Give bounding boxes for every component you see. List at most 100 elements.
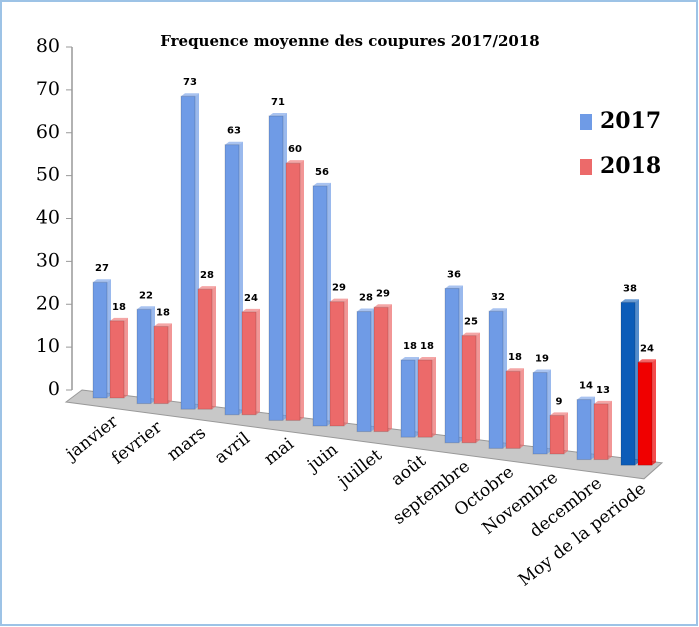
- value-label: 18: [508, 352, 522, 363]
- value-label: 36: [447, 269, 461, 280]
- value-label: 24: [244, 293, 258, 304]
- bar-side: [300, 160, 304, 421]
- bar-top: [110, 317, 128, 321]
- bar-side: [520, 368, 524, 449]
- chart-title: Frequence moyenne des coupures 2017/2018: [160, 32, 540, 50]
- bar-top: [154, 323, 172, 327]
- bar-top: [489, 308, 507, 312]
- bar-top: [621, 299, 639, 303]
- bar-top: [418, 357, 436, 361]
- value-label: 27: [95, 263, 109, 274]
- bar: [444, 287, 460, 444]
- bar-top: [577, 396, 595, 400]
- value-label: 18: [156, 307, 170, 318]
- bar-side: [256, 308, 260, 415]
- y-tick-label: 0: [48, 378, 60, 400]
- value-label: 29: [376, 288, 390, 299]
- bar-top: [330, 298, 348, 302]
- bar: [461, 335, 477, 444]
- y-tick-label: 10: [36, 335, 60, 357]
- bar-side: [476, 332, 480, 443]
- value-label: 71: [271, 97, 285, 108]
- bar-side: [344, 298, 348, 426]
- bar: [224, 144, 240, 416]
- value-label: 24: [640, 343, 654, 354]
- bar-top: [506, 368, 524, 372]
- bar: [109, 320, 125, 399]
- value-label: 29: [332, 283, 346, 294]
- bar-top: [357, 308, 375, 312]
- bar: [637, 361, 653, 466]
- bar: [593, 403, 609, 461]
- bar-top: [93, 279, 111, 283]
- value-label: 28: [200, 270, 214, 281]
- bar: [312, 185, 328, 427]
- bar-top: [242, 308, 260, 312]
- bar: [329, 301, 345, 427]
- bar-top: [462, 332, 480, 336]
- bar: [488, 310, 504, 449]
- bar-top: [374, 304, 392, 308]
- bar: [505, 370, 521, 449]
- value-label: 19: [535, 354, 549, 365]
- bar-top: [638, 359, 656, 363]
- value-label: 13: [596, 385, 610, 396]
- y-tick-label: 20: [36, 292, 60, 314]
- bar-top: [550, 412, 568, 416]
- bar-top: [313, 182, 331, 186]
- bar: [356, 311, 372, 433]
- bar-side: [212, 286, 216, 410]
- value-label: 32: [491, 292, 505, 303]
- bar-side: [388, 304, 392, 432]
- value-label: 25: [464, 317, 478, 328]
- bar: [268, 115, 284, 421]
- bar-top: [445, 285, 463, 289]
- bar: [197, 288, 213, 410]
- bar-top: [137, 306, 155, 310]
- y-tick-label: 60: [36, 121, 60, 143]
- bar: [549, 414, 565, 455]
- bar-top: [181, 93, 199, 97]
- legend-swatch: [580, 159, 592, 175]
- bar-top: [594, 400, 612, 404]
- value-label: 63: [227, 126, 241, 137]
- y-tick-label: 80: [36, 35, 60, 57]
- value-label: 60: [288, 144, 302, 155]
- value-label: 73: [183, 77, 197, 88]
- value-label: 18: [420, 341, 434, 352]
- bar: [241, 311, 257, 416]
- y-tick-label: 50: [36, 164, 60, 186]
- bar-side: [652, 359, 656, 466]
- y-tick-label: 70: [36, 78, 60, 100]
- value-label: 18: [112, 302, 126, 313]
- y-tick-label: 40: [36, 207, 60, 229]
- bar-side: [564, 412, 568, 454]
- bar-top: [225, 141, 243, 145]
- bar-side: [124, 317, 128, 398]
- bar: [153, 325, 169, 405]
- bar: [620, 301, 636, 466]
- bar-side: [432, 357, 436, 438]
- value-label: 18: [403, 341, 417, 352]
- bar: [532, 372, 548, 455]
- bar: [285, 162, 301, 421]
- legend-swatch: [580, 114, 592, 130]
- bar: [576, 399, 592, 461]
- bar-side: [168, 323, 172, 404]
- bar: [180, 95, 196, 410]
- bar-side: [608, 400, 612, 460]
- legend-label: 2017: [600, 108, 661, 134]
- value-label: 9: [556, 396, 563, 407]
- bar: [417, 359, 433, 438]
- value-label: 38: [623, 283, 637, 294]
- bar-top: [198, 286, 216, 290]
- bar-top: [286, 160, 304, 164]
- bar: [400, 359, 416, 438]
- bar-top: [533, 369, 551, 373]
- value-label: 56: [315, 167, 329, 178]
- y-tick-label: 30: [36, 249, 60, 271]
- value-label: 28: [359, 293, 373, 304]
- bar-top: [269, 112, 287, 116]
